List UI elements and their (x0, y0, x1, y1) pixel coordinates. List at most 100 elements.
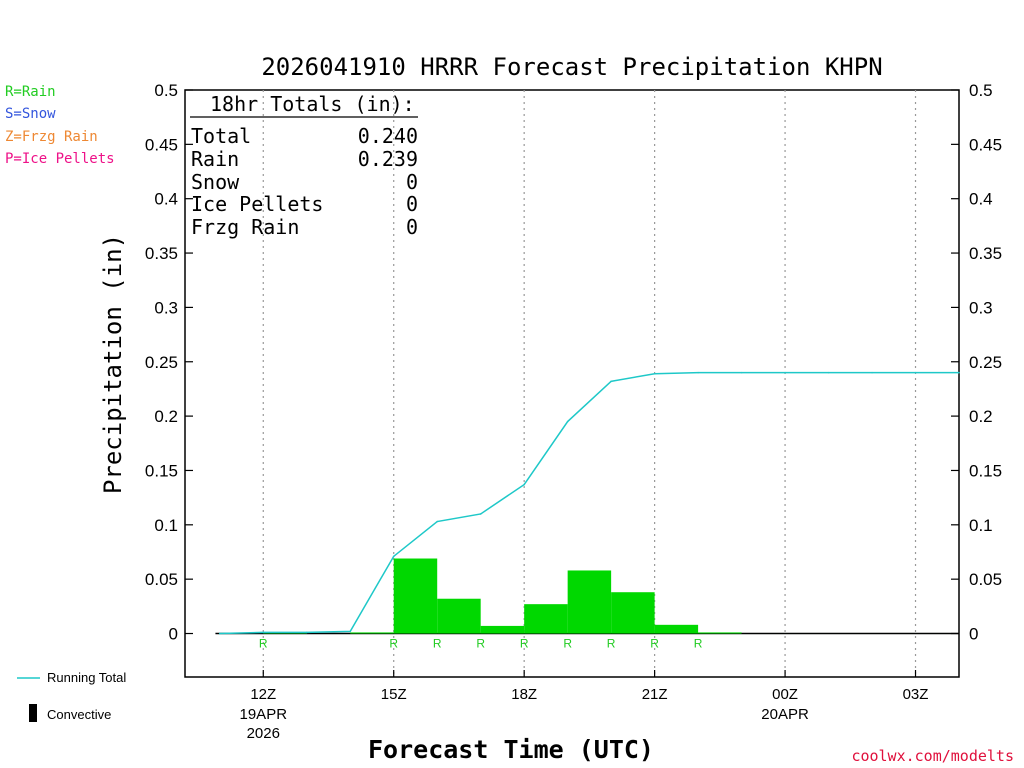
y-tick-label-left-3: 0.15 (145, 461, 178, 480)
y-tick-label-right-2: 0.1 (969, 516, 993, 535)
ptype-mark-15: R (389, 637, 398, 651)
totals-value-total: 0.240 (358, 124, 418, 148)
running-total-point-20 (610, 380, 612, 383)
running-total-point-25 (827, 371, 830, 374)
running-total-point-19 (566, 420, 569, 423)
running-total-legend-label: Running Total (47, 670, 126, 685)
ptype-mark-17: R (476, 637, 485, 651)
y-tick-label-left-6: 0.3 (154, 298, 178, 317)
running-total-point-23 (740, 371, 743, 374)
convective-legend-label: Convective (47, 707, 111, 722)
ptype-mark-16: R (433, 637, 442, 651)
rain-bar-15 (393, 558, 438, 634)
running-total-point-13 (305, 631, 308, 634)
y-tick-label-left-8: 0.4 (154, 190, 178, 209)
y-tick-label-right-5: 0.25 (969, 353, 1002, 372)
rain-bar-16 (437, 598, 481, 634)
y-axis-ticks: 0 0 0.05 0.05 0.1 0.1 0.15 0.15 0.2 0.2 0.25 0.25 0.… (145, 81, 1002, 644)
y-tick-label-left-10: 0.5 (154, 81, 178, 100)
rain-bar-20 (611, 592, 655, 634)
y-tick-label-right-3: 0.15 (969, 461, 1002, 480)
chart-title: 2026041910 HRRR Forecast Precipitation K… (261, 53, 882, 81)
y-tick-label-right-0: 0 (969, 625, 978, 644)
running-total-point-11 (218, 632, 221, 635)
running-total-line (219, 371, 959, 635)
y-tick-label-right-4: 0.2 (969, 407, 993, 426)
x-tick-label-4: 00Z (772, 686, 798, 703)
x-tick-year-0: 2026 (247, 725, 280, 742)
running-total-point-26 (871, 371, 873, 374)
running-total-point-12 (262, 631, 265, 634)
totals-header: 18hr Totals (in): (210, 92, 415, 116)
x-tick-label-1: 15Z (381, 686, 407, 703)
running-total-point-28 (958, 371, 960, 374)
y-tick-label-right-7: 0.35 (969, 244, 1002, 263)
y-tick-label-left-0: 0 (169, 625, 178, 644)
running-total-point-18 (523, 483, 525, 486)
totals-value-frzg-rain: 0 (406, 215, 418, 239)
credit-text: coolwx.com/modelts (851, 747, 1014, 765)
running-total-series (218, 371, 960, 635)
y-tick-label-left-4: 0.2 (154, 407, 178, 426)
totals-label-ice-pellets: Ice Pellets (191, 192, 323, 216)
running-total-point-15 (392, 555, 395, 558)
ptype-mark-12: R (259, 637, 268, 651)
x-tick-date-0: 19APR (240, 706, 288, 723)
y-tick-label-left-5: 0.25 (145, 353, 178, 372)
x-tick-label-3: 21Z (642, 686, 668, 703)
x-axis-label: Forecast Time (UTC) (368, 735, 654, 764)
ptype-legend-frzg-rain: Z=Frzg Rain (5, 129, 98, 145)
x-tick-date-4: 20APR (761, 706, 809, 723)
y-tick-label-right-8: 0.4 (969, 190, 993, 209)
ptype-legend-rain: R=Rain (5, 84, 56, 100)
ptype-legend-snow: S=Snow (5, 106, 56, 122)
totals-label-total: Total (191, 124, 251, 148)
x-tick-label-5: 03Z (903, 686, 929, 703)
totals-label-frzg-rain: Frzg Rain (191, 215, 299, 239)
rain-bars (219, 558, 959, 634)
rain-bar-17 (480, 625, 525, 634)
x-axis-ticks: 12Z 19APR 2026 15Z 18Z 21Z 00Z 20APR 03Z (240, 670, 929, 742)
running-total-point-22 (697, 371, 699, 374)
rain-bar-19 (567, 570, 612, 634)
running-total-point-24 (784, 371, 786, 374)
running-total-point-27 (914, 371, 917, 374)
rain-bar-18 (524, 604, 568, 634)
totals-label-snow: Snow (191, 170, 240, 194)
y-tick-label-right-10: 0.5 (969, 81, 993, 100)
y-tick-label-right-9: 0.45 (969, 135, 1002, 154)
rain-bar-21 (654, 624, 699, 634)
y-tick-label-left-1: 0.05 (145, 570, 178, 589)
ptype-mark-22: R (694, 637, 703, 651)
rain-bar-14 (350, 632, 394, 634)
x-gridlines (262, 90, 917, 677)
y-tick-label-left-7: 0.35 (145, 244, 178, 263)
ptype-mark-18: R (520, 637, 529, 651)
series-legend: Running Total Convective (17, 670, 126, 722)
y-tick-label-left-9: 0.45 (145, 135, 178, 154)
ptype-legend: R=Rain S=Snow Z=Frzg Rain P=Ice Pellets (5, 84, 115, 167)
ptype-mark-21: R (650, 637, 659, 651)
x-tick-label-0: 12Z (250, 686, 276, 703)
totals-box: 18hr Totals (in): Total 0.240 Rain 0.239… (190, 92, 418, 239)
running-total-point-14 (349, 630, 352, 633)
running-total-point-16 (436, 520, 439, 523)
y-tick-label-right-1: 0.05 (969, 570, 1002, 589)
totals-value-snow: 0 (406, 170, 418, 194)
plot-frame (184, 89, 960, 678)
y-tick-label-left-2: 0.1 (154, 516, 178, 535)
ptype-mark-20: R (607, 637, 616, 651)
running-total-point-17 (479, 513, 482, 515)
y-tick-label-right-6: 0.3 (969, 298, 993, 317)
totals-value-rain: 0.239 (358, 147, 418, 171)
running-total-point-21 (653, 372, 656, 375)
y-axis-label: Precipitation (in) (99, 234, 127, 494)
ptype-mark-19: R (563, 637, 572, 651)
totals-label-rain: Rain (191, 147, 239, 171)
ptype-legend-ice-pellets: P=Ice Pellets (5, 151, 115, 167)
convective-legend-swatch (29, 704, 37, 722)
x-tick-label-2: 18Z (511, 686, 537, 703)
rain-bar-22 (698, 632, 742, 634)
